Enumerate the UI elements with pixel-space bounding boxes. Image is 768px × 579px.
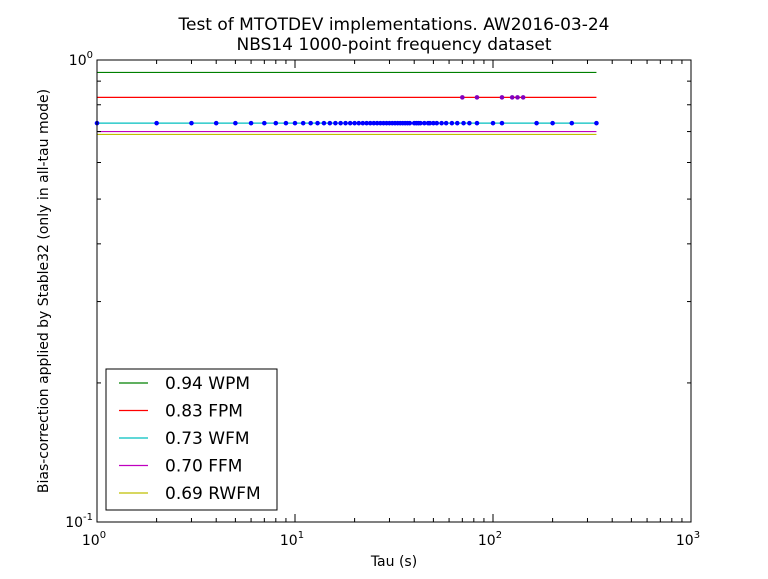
y-tick-exponent-0: -1 bbox=[83, 512, 93, 523]
legend-box bbox=[105, 368, 278, 511]
marker-wfm-53 bbox=[474, 120, 480, 126]
marker-wfm-1 bbox=[154, 120, 159, 126]
legend-label-4: 0.69 RWFM bbox=[165, 484, 261, 504]
marker-wfm-11 bbox=[308, 120, 313, 126]
marker-wfm-15 bbox=[333, 120, 338, 126]
marker-wfm-19 bbox=[352, 120, 357, 126]
marker-wfm-4 bbox=[233, 120, 238, 126]
marker-wfm-47 bbox=[439, 120, 444, 126]
y-tick-label-1: 100 bbox=[69, 50, 93, 69]
marker-wfm-24 bbox=[371, 120, 377, 126]
marker-wfm-58 bbox=[569, 120, 575, 126]
marker-wfm-18 bbox=[347, 120, 353, 126]
legend-label-0: 0.94 WPM bbox=[165, 374, 250, 394]
marker-wfm-59 bbox=[594, 120, 599, 126]
legend-label-1: 0.83 FPM bbox=[165, 402, 243, 422]
chart-title: Test of MTOTDEV implementations. AW2016-… bbox=[177, 15, 609, 35]
marker-wfm-17 bbox=[343, 120, 348, 126]
marker-wfm-23 bbox=[367, 120, 373, 126]
marker-wfm-56 bbox=[534, 120, 539, 126]
marker-wfm-3 bbox=[213, 120, 219, 126]
marker-wfm-13 bbox=[321, 120, 327, 126]
chart-subtitle: NBS14 1000-point frequency dataset bbox=[236, 35, 551, 55]
x-tick-exponent-0: 0 bbox=[100, 530, 106, 541]
marker-fpm-5 bbox=[520, 95, 526, 100]
marker-wfm-9 bbox=[292, 120, 298, 126]
marker-wfm-54 bbox=[490, 120, 496, 126]
marker-wfm-8 bbox=[283, 120, 289, 126]
marker-fpm-2 bbox=[499, 95, 505, 100]
legend: 0.94 WPM 0.83 FPM 0.73 WFM 0.70 FFM 0.69 RWF… bbox=[105, 368, 278, 511]
legend-label-2: 0.73 WFM bbox=[165, 429, 250, 449]
marker-wfm-20 bbox=[356, 120, 362, 126]
x-tick-exponent-1: 1 bbox=[298, 530, 304, 541]
marker-wfm-16 bbox=[338, 120, 343, 126]
marker-wfm-57 bbox=[550, 120, 555, 126]
marker-wfm-2 bbox=[189, 120, 194, 126]
marker-wfm-21 bbox=[360, 120, 366, 126]
marker-fpm-0 bbox=[460, 95, 465, 100]
marker-wfm-51 bbox=[461, 120, 466, 126]
marker-wfm-48 bbox=[443, 120, 449, 126]
marker-wfm-42 bbox=[422, 120, 427, 126]
marker-wfm-55 bbox=[499, 120, 505, 126]
marker-wfm-45 bbox=[431, 120, 436, 126]
marker-wfm-14 bbox=[327, 120, 333, 126]
plot-frame bbox=[96, 59, 692, 523]
marker-wfm-6 bbox=[262, 120, 267, 126]
marker-wfm-41 bbox=[418, 120, 423, 126]
marker-fpm-1 bbox=[474, 95, 480, 100]
x-tick-label-1: 101 bbox=[280, 530, 304, 549]
marker-wfm-25 bbox=[374, 120, 380, 126]
marker-wfm-10 bbox=[300, 120, 306, 126]
x-tick-label-3: 103 bbox=[676, 530, 700, 549]
x-tick-label-2: 102 bbox=[478, 530, 502, 549]
marker-fpm-4 bbox=[515, 95, 520, 100]
marker-wfm-22 bbox=[364, 120, 369, 126]
marker-wfm-44 bbox=[427, 120, 433, 126]
marker-wfm-46 bbox=[434, 120, 440, 126]
x-tick-exponent-2: 2 bbox=[496, 530, 502, 541]
marker-wfm-12 bbox=[315, 120, 320, 126]
marker-wfm-49 bbox=[449, 120, 455, 126]
data-markers bbox=[94, 95, 599, 126]
y-tick-label-0: 10-1 bbox=[65, 512, 93, 531]
marker-wfm-5 bbox=[248, 120, 254, 126]
x-tick-exponent-3: 3 bbox=[694, 530, 700, 541]
marker-wfm-52 bbox=[467, 120, 472, 126]
marker-wfm-7 bbox=[273, 120, 279, 126]
y-axis-label: Bias-correction applied by Stable32 (onl… bbox=[36, 89, 52, 493]
axis-ticks bbox=[96, 59, 692, 523]
legend-label-3: 0.70 FFM bbox=[165, 457, 242, 477]
y-tick-exponent-1: 0 bbox=[87, 50, 93, 61]
x-axis-label: Tau (s) bbox=[370, 554, 417, 570]
marker-fpm-3 bbox=[509, 95, 515, 100]
x-tick-label-0: 100 bbox=[82, 530, 106, 549]
marker-wfm-37 bbox=[407, 120, 413, 126]
marker-wfm-50 bbox=[454, 120, 460, 126]
